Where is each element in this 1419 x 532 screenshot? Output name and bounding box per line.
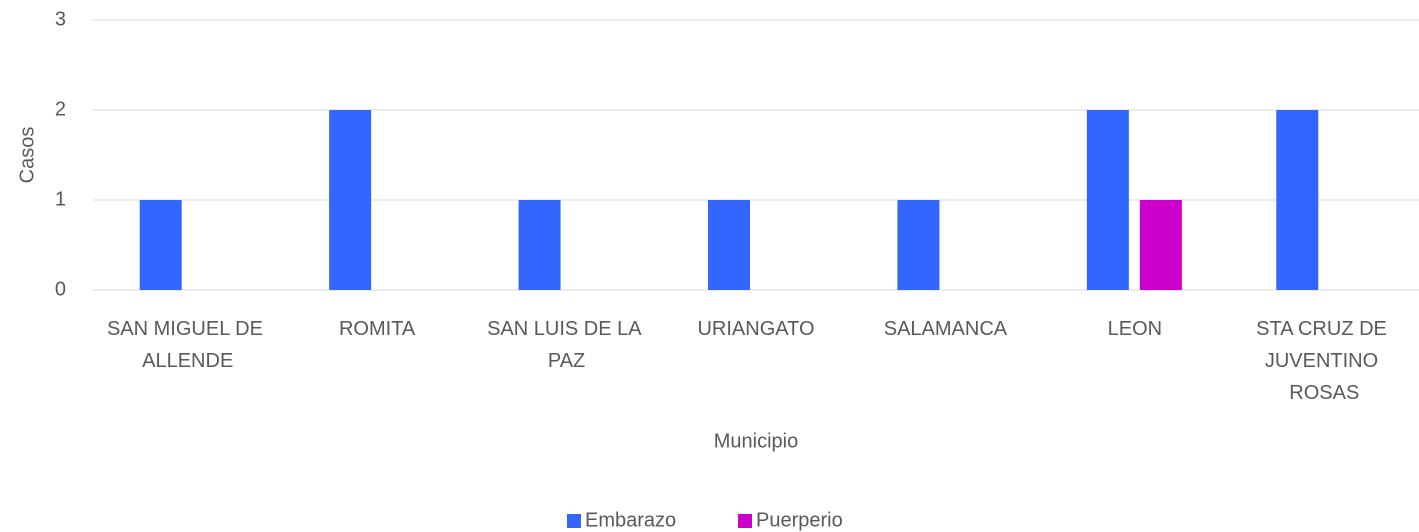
legend-swatch <box>567 514 581 528</box>
bar <box>1139 200 1182 290</box>
legend-swatch <box>738 514 752 528</box>
bar <box>897 200 940 290</box>
x-tick-label: SAN MIGUEL DE ALLENDE <box>107 318 269 372</box>
x-tick-label: LEON <box>1108 318 1162 340</box>
bar <box>1276 110 1319 290</box>
bar <box>139 200 182 290</box>
y-axis-label: Casos <box>16 127 38 184</box>
legend-label: Puerperio <box>756 509 843 531</box>
x-tick-label: URIANGATO <box>697 318 814 340</box>
y-tick-label: 2 <box>55 98 66 120</box>
y-tick-label: 3 <box>55 8 66 30</box>
legend-label: Embarazo <box>585 509 676 531</box>
y-tick-label: 1 <box>55 188 66 210</box>
x-tick-label: SAN LUIS DE LA PAZ <box>487 318 646 372</box>
x-tick-label: ROMITA <box>339 318 416 340</box>
x-tick-label: SALAMANCA <box>884 318 1008 340</box>
bar <box>1086 110 1129 290</box>
bar <box>329 110 372 290</box>
bar <box>708 200 750 290</box>
x-axis-label: Municipio <box>714 430 798 452</box>
bar <box>518 200 561 290</box>
y-tick-label: 0 <box>55 278 66 300</box>
x-tick-label: STA CRUZ DE JUVENTINO ROSAS <box>1256 318 1392 404</box>
